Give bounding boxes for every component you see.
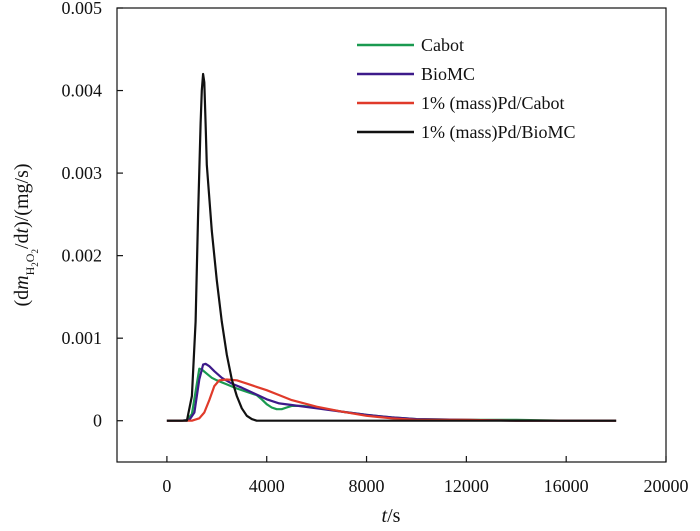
y-tick-label: 0.004 (62, 81, 103, 101)
y-tick-label: 0.005 (62, 0, 103, 18)
y-axis: 0 0.001 0.002 0.003 0.004 0.005 (62, 0, 123, 431)
y-tick-label: 0.003 (62, 163, 103, 183)
x-axis: 0 4000 8000 12000 16000 20000 (162, 456, 689, 496)
x-tick-label: 12000 (444, 476, 489, 496)
legend: Cabot BioMC 1% (mass)Pd/Cabot 1% (mass)Pd/B… (357, 35, 576, 143)
x-tick-label: 0 (162, 476, 171, 496)
x-tick-label: 8000 (349, 476, 385, 496)
series-line-0 (166, 367, 617, 422)
series-line-3 (166, 72, 617, 422)
y-tick-label: 0.002 (62, 246, 103, 266)
y-tick-label: 0 (93, 411, 102, 431)
plot-area-frame (116, 7, 667, 463)
x-tick-label: 16000 (544, 476, 589, 496)
legend-label: 1% (mass)Pd/BioMC (421, 122, 576, 143)
series-lines (166, 72, 617, 422)
legend-label: 1% (mass)Pd/Cabot (421, 93, 565, 114)
y-axis-title: (dmH2O2/dt)/(mg/s) (11, 163, 40, 306)
y-tick-label: 0.001 (62, 328, 103, 348)
x-tick-label: 20000 (644, 476, 689, 496)
x-axis-title: t/s (382, 505, 401, 527)
legend-label: BioMC (421, 64, 475, 84)
legend-label: Cabot (421, 35, 464, 55)
x-tick-label: 4000 (249, 476, 285, 496)
series-line-1 (166, 362, 617, 422)
